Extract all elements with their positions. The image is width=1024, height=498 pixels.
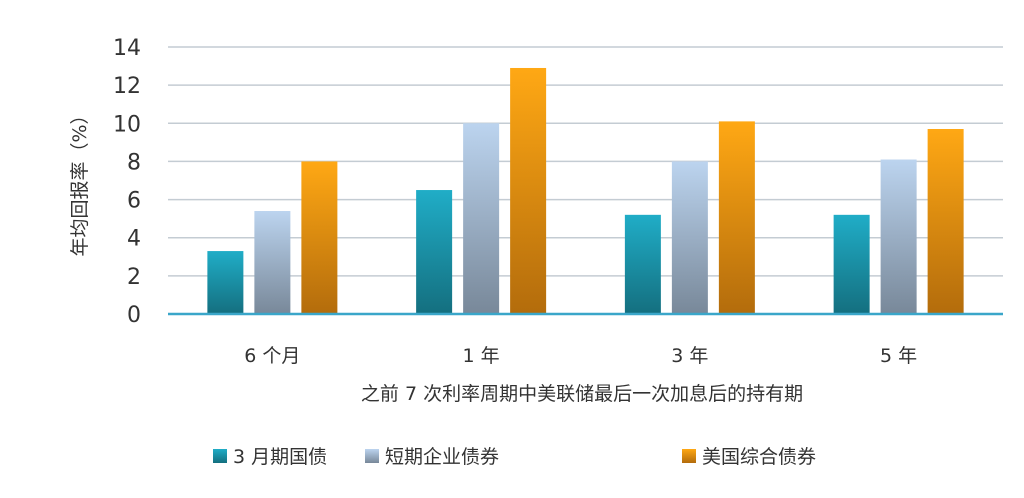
legend-swatch <box>682 449 696 463</box>
y-tick-label: 0 <box>127 303 141 328</box>
x-tick-label: 1 年 <box>463 345 500 367</box>
gridlines <box>168 46 1003 277</box>
bar <box>301 161 338 314</box>
bar <box>463 123 500 315</box>
bar <box>624 214 661 314</box>
bars <box>207 67 964 315</box>
y-tick-label: 10 <box>113 112 141 137</box>
legend-swatch <box>365 449 379 463</box>
y-tick-label: 8 <box>127 150 141 175</box>
x-axis-label: 之前 7 次利率周期中美联储最后一次加息后的持有期 <box>361 383 803 405</box>
bar <box>833 214 870 314</box>
bar <box>254 211 291 314</box>
y-tick-label: 2 <box>127 265 141 290</box>
bar <box>927 129 964 314</box>
legend-label: 3 月期国债 <box>233 446 327 468</box>
y-axis-label: 年均回报率（%） <box>69 105 91 256</box>
y-tick-label: 12 <box>113 74 141 99</box>
bar <box>880 159 917 314</box>
y-tick-label: 14 <box>113 36 141 61</box>
y-tick-label: 4 <box>127 227 141 252</box>
x-tick-label: 5 年 <box>880 345 917 367</box>
bar <box>718 121 755 314</box>
x-tick-label: 3 年 <box>671 345 708 367</box>
legend-label: 美国综合债券 <box>702 446 816 468</box>
x-tick-labels: 6 个月 1 年 3 年 5 年 <box>244 345 917 367</box>
legend: 3 月期国债 短期企业债券 美国综合债券 <box>213 446 816 468</box>
legend-swatch <box>213 449 227 463</box>
legend-label: 短期企业债券 <box>385 446 499 468</box>
bar <box>207 251 244 314</box>
x-tick-label: 6 个月 <box>244 345 300 367</box>
bar <box>510 67 547 314</box>
bar <box>671 161 708 314</box>
y-tick-label: 6 <box>127 189 141 214</box>
y-tick-labels: 0 2 4 6 8 10 12 14 <box>113 36 141 328</box>
bar <box>416 190 453 314</box>
